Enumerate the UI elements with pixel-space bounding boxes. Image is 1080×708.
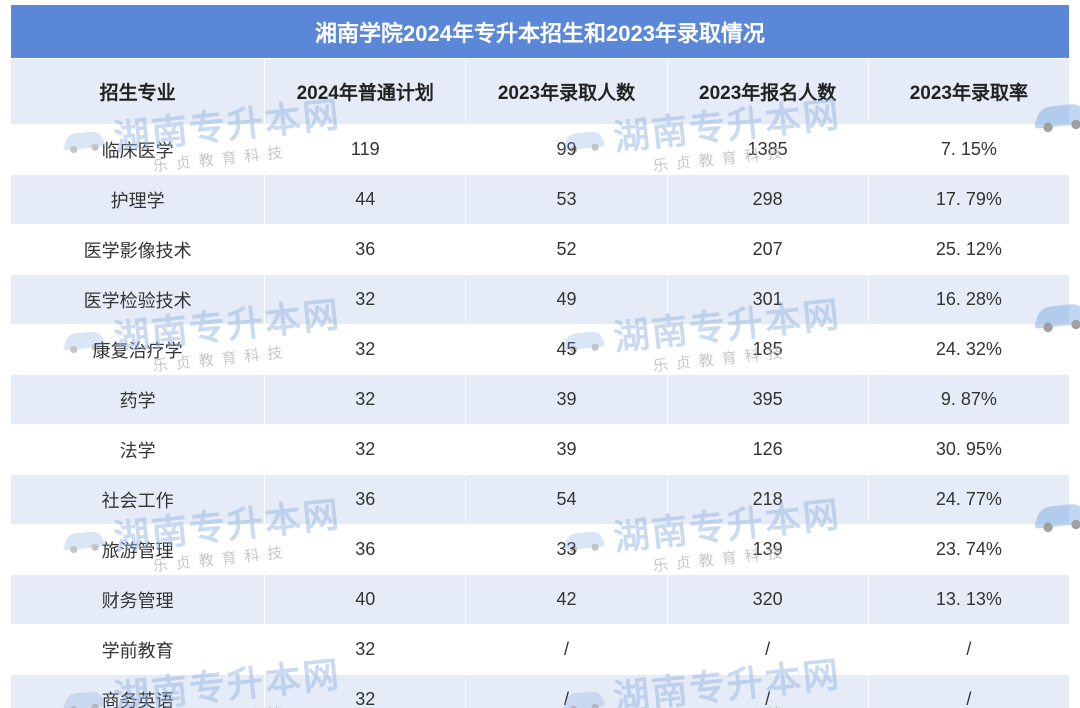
cell-major: 旅游管理 (11, 525, 265, 575)
cell-major: 医学检验技术 (11, 275, 265, 325)
cell-admitted: 39 (466, 375, 667, 425)
cell-major: 临床医学 (11, 125, 265, 175)
cell-admitted: 39 (466, 425, 667, 475)
cell-rate: / (868, 625, 1069, 675)
cell-plan: 32 (265, 625, 466, 675)
cell-plan: 32 (265, 425, 466, 475)
cell-rate: 13. 13% (868, 575, 1069, 625)
cell-admitted: 54 (466, 475, 667, 525)
cell-rate: 24. 32% (868, 325, 1069, 375)
admissions-table: 湘南学院2024年专升本招生和2023年录取情况 招生专业 2024年普通计划 … (10, 4, 1070, 708)
col-header-rate2023: 2023年录取率 (868, 59, 1069, 125)
table-row: 康复治疗学324518524. 32% (11, 325, 1070, 375)
cell-rate: 7. 15% (868, 125, 1069, 175)
cell-plan: 36 (265, 525, 466, 575)
cell-rate: / (868, 675, 1069, 708)
cell-plan: 32 (265, 375, 466, 425)
table-row: 社会工作365421824. 77% (11, 475, 1070, 525)
page: 湘南学院2024年专升本招生和2023年录取情况 招生专业 2024年普通计划 … (0, 0, 1080, 708)
cell-plan: 36 (265, 475, 466, 525)
table-row: 医学检验技术324930116. 28% (11, 275, 1070, 325)
cell-admitted: / (466, 675, 667, 708)
cell-admitted: 49 (466, 275, 667, 325)
cell-rate: 17. 79% (868, 175, 1069, 225)
cell-major: 社会工作 (11, 475, 265, 525)
cell-applicants: / (667, 675, 868, 708)
table-header-row: 招生专业 2024年普通计划 2023年录取人数 2023年报名人数 2023年… (11, 59, 1070, 125)
table-row: 护理学445329817. 79% (11, 175, 1070, 225)
cell-applicants: / (667, 625, 868, 675)
cell-applicants: 139 (667, 525, 868, 575)
col-header-applicants2023: 2023年报名人数 (667, 59, 868, 125)
cell-plan: 44 (265, 175, 466, 225)
cell-admitted: 45 (466, 325, 667, 375)
cell-major: 康复治疗学 (11, 325, 265, 375)
cell-plan: 40 (265, 575, 466, 625)
cell-major: 法学 (11, 425, 265, 475)
cell-applicants: 207 (667, 225, 868, 275)
table-row: 法学323912630. 95% (11, 425, 1070, 475)
cell-major: 医学影像技术 (11, 225, 265, 275)
cell-applicants: 298 (667, 175, 868, 225)
table-row: 学前教育32/// (11, 625, 1070, 675)
cell-applicants: 185 (667, 325, 868, 375)
cell-admitted: / (466, 625, 667, 675)
cell-major: 商务英语 (11, 675, 265, 708)
table-row: 旅游管理363313923. 74% (11, 525, 1070, 575)
col-header-major: 招生专业 (11, 59, 265, 125)
cell-major: 财务管理 (11, 575, 265, 625)
table-row: 药学32393959. 87% (11, 375, 1070, 425)
cell-plan: 119 (265, 125, 466, 175)
cell-major: 药学 (11, 375, 265, 425)
cell-plan: 32 (265, 275, 466, 325)
table-row: 医学影像技术365220725. 12% (11, 225, 1070, 275)
cell-admitted: 42 (466, 575, 667, 625)
cell-plan: 32 (265, 675, 466, 708)
table-body: 临床医学1199913857. 15% 护理学445329817. 79% 医学… (11, 125, 1070, 708)
cell-applicants: 395 (667, 375, 868, 425)
cell-admitted: 52 (466, 225, 667, 275)
col-header-plan2024: 2024年普通计划 (265, 59, 466, 125)
cell-rate: 9. 87% (868, 375, 1069, 425)
cell-applicants: 301 (667, 275, 868, 325)
cell-plan: 32 (265, 325, 466, 375)
cell-rate: 24. 77% (868, 475, 1069, 525)
table-row: 财务管理404232013. 13% (11, 575, 1070, 625)
cell-applicants: 126 (667, 425, 868, 475)
cell-major: 学前教育 (11, 625, 265, 675)
col-header-admitted2023: 2023年录取人数 (466, 59, 667, 125)
cell-plan: 36 (265, 225, 466, 275)
cell-admitted: 33 (466, 525, 667, 575)
cell-applicants: 218 (667, 475, 868, 525)
cell-admitted: 99 (466, 125, 667, 175)
cell-admitted: 53 (466, 175, 667, 225)
cell-rate: 25. 12% (868, 225, 1069, 275)
cell-applicants: 1385 (667, 125, 868, 175)
table-row: 临床医学1199913857. 15% (11, 125, 1070, 175)
table-title-row: 湘南学院2024年专升本招生和2023年录取情况 (11, 5, 1070, 59)
cell-rate: 23. 74% (868, 525, 1069, 575)
cell-major: 护理学 (11, 175, 265, 225)
cell-applicants: 320 (667, 575, 868, 625)
table-row: 商务英语32/// (11, 675, 1070, 708)
table-title: 湘南学院2024年专升本招生和2023年录取情况 (11, 5, 1070, 59)
cell-rate: 30. 95% (868, 425, 1069, 475)
cell-rate: 16. 28% (868, 275, 1069, 325)
